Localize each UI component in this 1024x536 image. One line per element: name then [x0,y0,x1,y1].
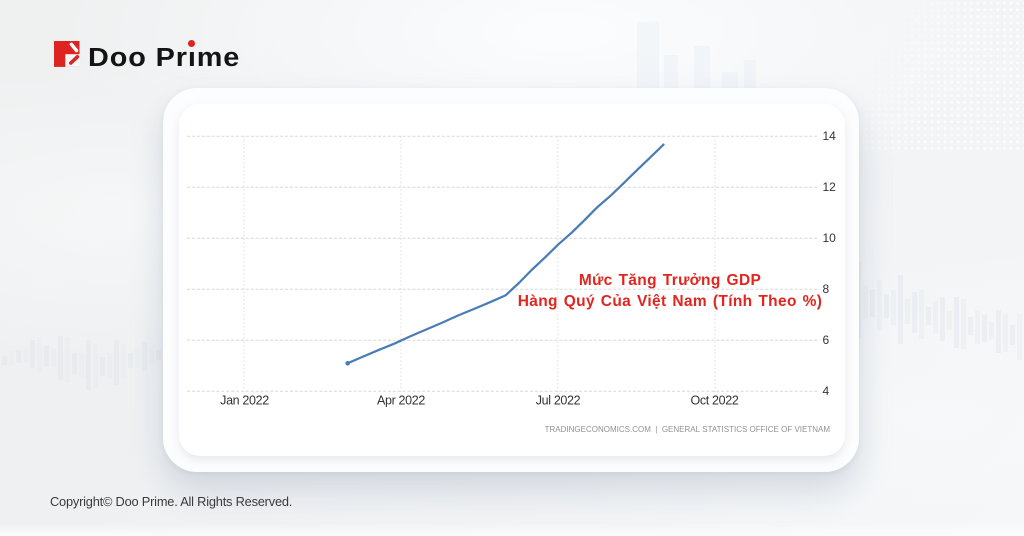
svg-text:14: 14 [823,129,837,143]
svg-text:12: 12 [823,180,837,194]
svg-text:Oct 2022: Oct 2022 [691,394,739,408]
svg-text:8: 8 [823,282,830,296]
svg-text:6: 6 [823,333,830,347]
svg-text:Apr 2022: Apr 2022 [377,394,425,408]
svg-text:Jan 2022: Jan 2022 [220,394,269,408]
svg-text:4: 4 [823,384,830,398]
svg-text:10: 10 [823,231,837,245]
svg-text:TRADINGECONOMICS.COM | GENER: TRADINGECONOMICS.COM | GENERAL STATISTIC… [545,425,831,434]
svg-text:Jul 2022: Jul 2022 [536,394,581,408]
